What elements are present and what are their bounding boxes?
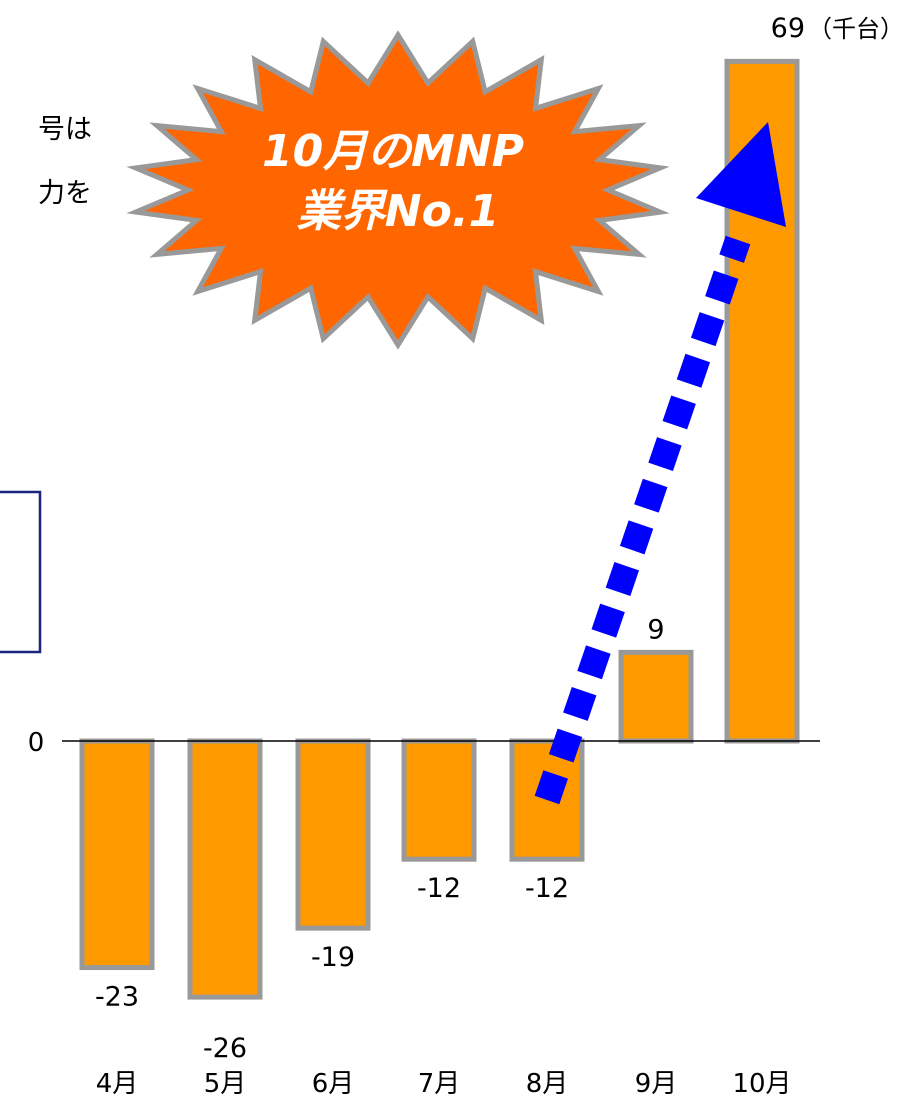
unit-label: （千台）: [808, 15, 904, 43]
value-label-9月: 9: [647, 614, 664, 645]
left-text-line1: 号は: [38, 114, 92, 145]
category-label-4月: 4月: [96, 1069, 139, 1099]
bar-8月: [509, 738, 585, 862]
category-label-6月: 6月: [312, 1069, 355, 1099]
value-labels: -23 -26 -19 -12 -12 9 69: [95, 13, 805, 1064]
value-label-4月: -23: [95, 982, 139, 1013]
category-label-10月: 10月: [732, 1069, 791, 1099]
bar-5月: [187, 738, 263, 1000]
value-label-5月: -26: [203, 1033, 247, 1064]
bar-9月: [618, 649, 694, 744]
category-labels: 4月 5月 6月 7月 8月 9月 10月: [96, 1069, 792, 1099]
zero-tick-label: 0: [28, 728, 45, 758]
cropped-note-box: [0, 490, 42, 654]
bar-4月: [79, 738, 155, 971]
value-label-10月: 69: [771, 13, 805, 44]
value-label-6月: -19: [311, 942, 355, 973]
callout-line1: 10月のMNP: [262, 126, 524, 177]
category-label-9月: 9月: [635, 1069, 678, 1099]
starburst-shape: [126, 30, 670, 350]
left-text-line2: 力を: [38, 178, 92, 209]
callout-starburst: 10月のMNP 業界No.1: [126, 30, 670, 350]
category-label-8月: 8月: [526, 1069, 569, 1099]
trend-arrow: [534, 122, 786, 805]
trend-arrow-shaft: [534, 235, 751, 805]
category-label-7月: 7月: [418, 1069, 461, 1099]
callout-line2: 業界No.1: [297, 186, 499, 237]
value-label-8月: -12: [525, 873, 569, 904]
bar-7月: [401, 738, 477, 862]
value-label-7月: -12: [417, 873, 461, 904]
bar-6月: [295, 738, 371, 931]
trend-arrow-head: [696, 122, 786, 227]
category-label-5月: 5月: [204, 1069, 247, 1099]
